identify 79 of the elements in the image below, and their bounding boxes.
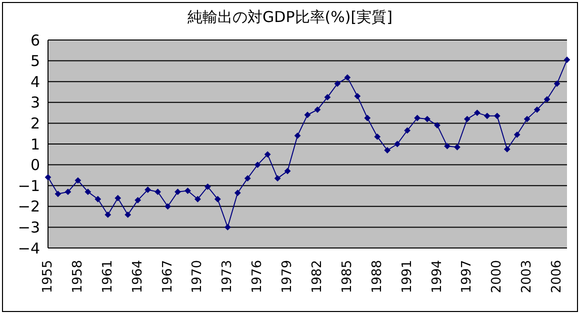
x-tick-label: 1970: [190, 260, 206, 294]
y-tick-label: 3: [30, 94, 40, 112]
x-tick-label: 1958: [70, 260, 86, 294]
point: [384, 147, 391, 154]
point: [544, 96, 550, 102]
point: [404, 127, 411, 134]
x-tick-label: 2006: [550, 260, 565, 294]
x-tick-label: 1973: [220, 260, 236, 294]
y-tick-label: 4: [30, 72, 40, 91]
point: [284, 168, 291, 174]
x-tick-label: 1976: [250, 260, 266, 294]
point: [244, 175, 251, 182]
point: [254, 162, 261, 168]
point: [554, 80, 560, 87]
point: [94, 196, 102, 202]
point: [394, 140, 401, 148]
point: [64, 188, 72, 196]
y-tick-label: 1: [30, 135, 40, 154]
x-tick-label: 1985: [340, 260, 355, 294]
point: [474, 110, 480, 116]
x-tick-label: 1988: [370, 260, 385, 294]
point: [314, 106, 321, 113]
point: [174, 188, 181, 196]
y-tick-label: 2: [30, 114, 40, 133]
x-tick-label: 2003: [520, 260, 535, 294]
y-tick-label: −4: [18, 239, 40, 258]
x-tick-label: 1967: [160, 260, 176, 294]
point: [334, 80, 341, 87]
x-tick-label: 1982: [310, 260, 325, 294]
point: [234, 190, 241, 196]
x-tick-label: 1961: [100, 260, 116, 294]
point: [534, 106, 540, 113]
point: [294, 132, 301, 139]
x-tick-label: 1997: [460, 260, 475, 294]
y-tick-label: −1: [18, 176, 40, 195]
x-tick-label: 1979: [280, 260, 296, 294]
point: [434, 122, 440, 128]
point: [114, 194, 122, 202]
point: [444, 142, 450, 150]
point: [224, 224, 231, 230]
y-tick-label: −3: [18, 218, 40, 237]
point: [194, 196, 201, 202]
point: [124, 212, 132, 218]
point: [274, 175, 281, 182]
point: [504, 146, 510, 152]
point: [454, 144, 460, 150]
point: [484, 112, 490, 120]
point: [374, 134, 381, 140]
x-tick-label: 2000: [490, 260, 505, 294]
y-tick-label: −2: [18, 198, 40, 216]
x-tick-label: 1964: [130, 260, 146, 294]
point: [524, 116, 530, 122]
y-tick-label: 0: [30, 156, 40, 174]
point: [464, 116, 470, 122]
point: [354, 92, 361, 100]
point: [204, 183, 211, 190]
point: [164, 203, 171, 210]
x-tick-label: 1991: [400, 260, 415, 294]
point: [104, 212, 112, 218]
point: [514, 131, 520, 138]
point: [364, 114, 371, 122]
point: [144, 186, 152, 193]
x-tick-label: 1994: [430, 260, 445, 294]
point: [134, 196, 142, 204]
point: [54, 190, 62, 198]
point: [154, 188, 161, 196]
x-tick-label: 1955: [40, 260, 56, 294]
point: [84, 188, 92, 196]
point: [184, 188, 191, 194]
y-tick-label: 6: [30, 31, 40, 50]
y-tick-label: 5: [30, 52, 40, 70]
point: [264, 151, 271, 158]
point: [74, 177, 82, 184]
chart-title: 純輸出の対GDP比率(%)[実質]: [186, 8, 394, 27]
point: [344, 74, 351, 81]
point: [214, 196, 221, 202]
point: [324, 94, 331, 100]
point: [494, 112, 500, 120]
point: [304, 112, 311, 118]
